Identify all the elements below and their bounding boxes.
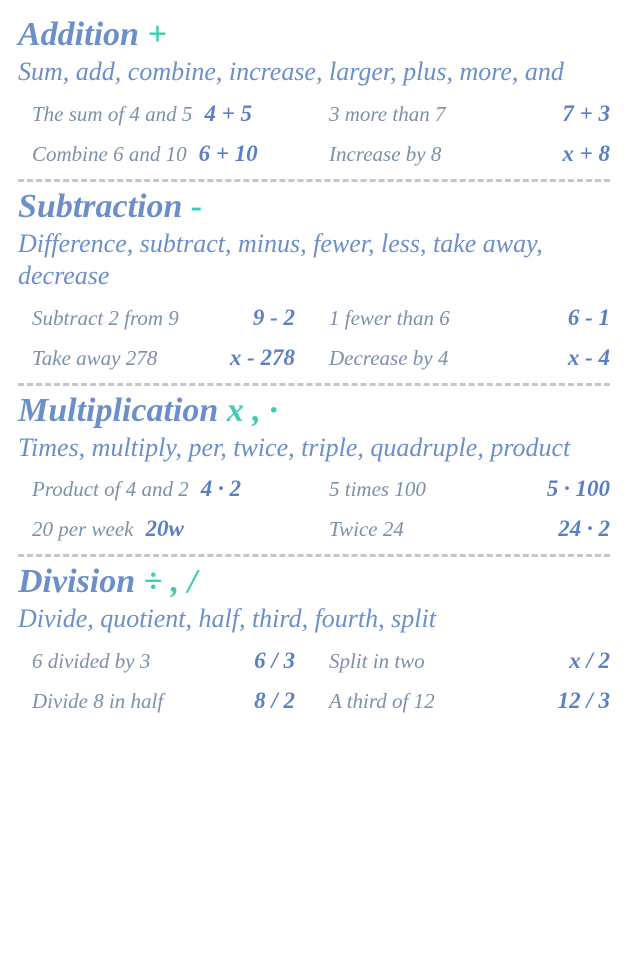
example-expression: 5 · 100 [547, 476, 610, 502]
example-phrase: 3 more than 7 [329, 102, 445, 127]
example-phrase: A third of 12 [329, 689, 435, 714]
example-phrase: Decrease by 4 [329, 346, 448, 371]
example-expression: 4 + 5 [204, 101, 252, 127]
divide-icon: ÷ , / [144, 563, 198, 600]
division-title: Division [18, 563, 135, 600]
example-expression: 4 · 2 [201, 476, 241, 502]
division-heading: Division ÷ , / [18, 563, 610, 601]
times-icon: x , · [227, 392, 278, 429]
example-expression: 12 / 3 [558, 688, 610, 714]
example-phrase: 20 per week [32, 517, 133, 542]
example-item: A third of 12 12 / 3 [329, 688, 610, 714]
example-expression: 9 - 2 [253, 305, 295, 331]
example-phrase: The sum of 4 and 5 [32, 102, 192, 127]
example-phrase: 1 fewer than 6 [329, 306, 450, 331]
example-phrase: 6 divided by 3 [32, 649, 150, 674]
minus-icon: - [191, 188, 202, 225]
example-item: Divide 8 in half 8 / 2 [32, 688, 313, 714]
example-phrase: Twice 24 [329, 517, 404, 542]
example-item: Combine 6 and 10 6 + 10 [32, 141, 313, 167]
example-expression: 8 / 2 [254, 688, 295, 714]
example-phrase: 5 times 100 [329, 477, 426, 502]
example-phrase: Subtract 2 from 9 [32, 306, 179, 331]
example-phrase: Split in two [329, 649, 425, 674]
division-keywords: Divide, quotient, half, third, fourth, s… [18, 603, 610, 636]
example-item: Decrease by 4 x - 4 [329, 345, 610, 371]
example-phrase: Increase by 8 [329, 142, 441, 167]
division-examples: 6 divided by 3 6 / 3 Split in two x / 2 … [18, 648, 610, 714]
subtraction-examples: Subtract 2 from 9 9 - 2 1 fewer than 6 6… [18, 305, 610, 371]
multiplication-keywords: Times, multiply, per, twice, triple, qua… [18, 432, 610, 465]
example-item: Twice 24 24 · 2 [329, 516, 610, 542]
addition-heading: Addition + [18, 16, 610, 54]
subtraction-heading: Subtraction - [18, 188, 610, 226]
subtraction-section: Subtraction - Difference, subtract, minu… [18, 182, 610, 383]
example-item: 5 times 100 5 · 100 [329, 476, 610, 502]
example-item: Split in two x / 2 [329, 648, 610, 674]
multiplication-examples: Product of 4 and 2 4 · 2 5 times 100 5 ·… [18, 476, 610, 542]
example-expression: 7 + 3 [562, 101, 610, 127]
subtraction-keywords: Difference, subtract, minus, fewer, less… [18, 228, 610, 293]
example-item: Product of 4 and 2 4 · 2 [32, 476, 313, 502]
example-item: Increase by 8 x + 8 [329, 141, 610, 167]
example-expression: 6 - 1 [568, 305, 610, 331]
example-item: The sum of 4 and 5 4 + 5 [32, 101, 313, 127]
multiplication-title: Multiplication [18, 392, 218, 429]
example-phrase: Take away 278 [32, 346, 157, 371]
addition-examples: The sum of 4 and 5 4 + 5 3 more than 7 7… [18, 101, 610, 167]
example-expression: 24 · 2 [558, 516, 610, 542]
example-expression: 20w [145, 516, 183, 542]
example-phrase: Product of 4 and 2 [32, 477, 189, 502]
addition-title: Addition [18, 16, 139, 53]
multiplication-section: Multiplication x , · Times, multiply, pe… [18, 386, 610, 555]
example-item: 3 more than 7 7 + 3 [329, 101, 610, 127]
example-expression: 6 / 3 [254, 648, 295, 674]
multiplication-heading: Multiplication x , · [18, 392, 610, 430]
example-expression: x - 4 [568, 345, 610, 371]
example-item: 1 fewer than 6 6 - 1 [329, 305, 610, 331]
example-item: Take away 278 x - 278 [32, 345, 313, 371]
example-expression: x - 278 [230, 345, 295, 371]
example-expression: x + 8 [562, 141, 610, 167]
example-phrase: Combine 6 and 10 [32, 142, 187, 167]
example-item: Subtract 2 from 9 9 - 2 [32, 305, 313, 331]
addition-section: Addition + Sum, add, combine, increase, … [18, 10, 610, 179]
example-expression: x / 2 [569, 648, 610, 674]
example-item: 20 per week 20w [32, 516, 313, 542]
addition-keywords: Sum, add, combine, increase, larger, plu… [18, 56, 610, 89]
division-section: Division ÷ , / Divide, quotient, half, t… [18, 557, 610, 726]
example-phrase: Divide 8 in half [32, 689, 163, 714]
example-item: 6 divided by 3 6 / 3 [32, 648, 313, 674]
plus-icon: + [147, 16, 166, 53]
subtraction-title: Subtraction [18, 188, 182, 225]
example-expression: 6 + 10 [199, 141, 258, 167]
